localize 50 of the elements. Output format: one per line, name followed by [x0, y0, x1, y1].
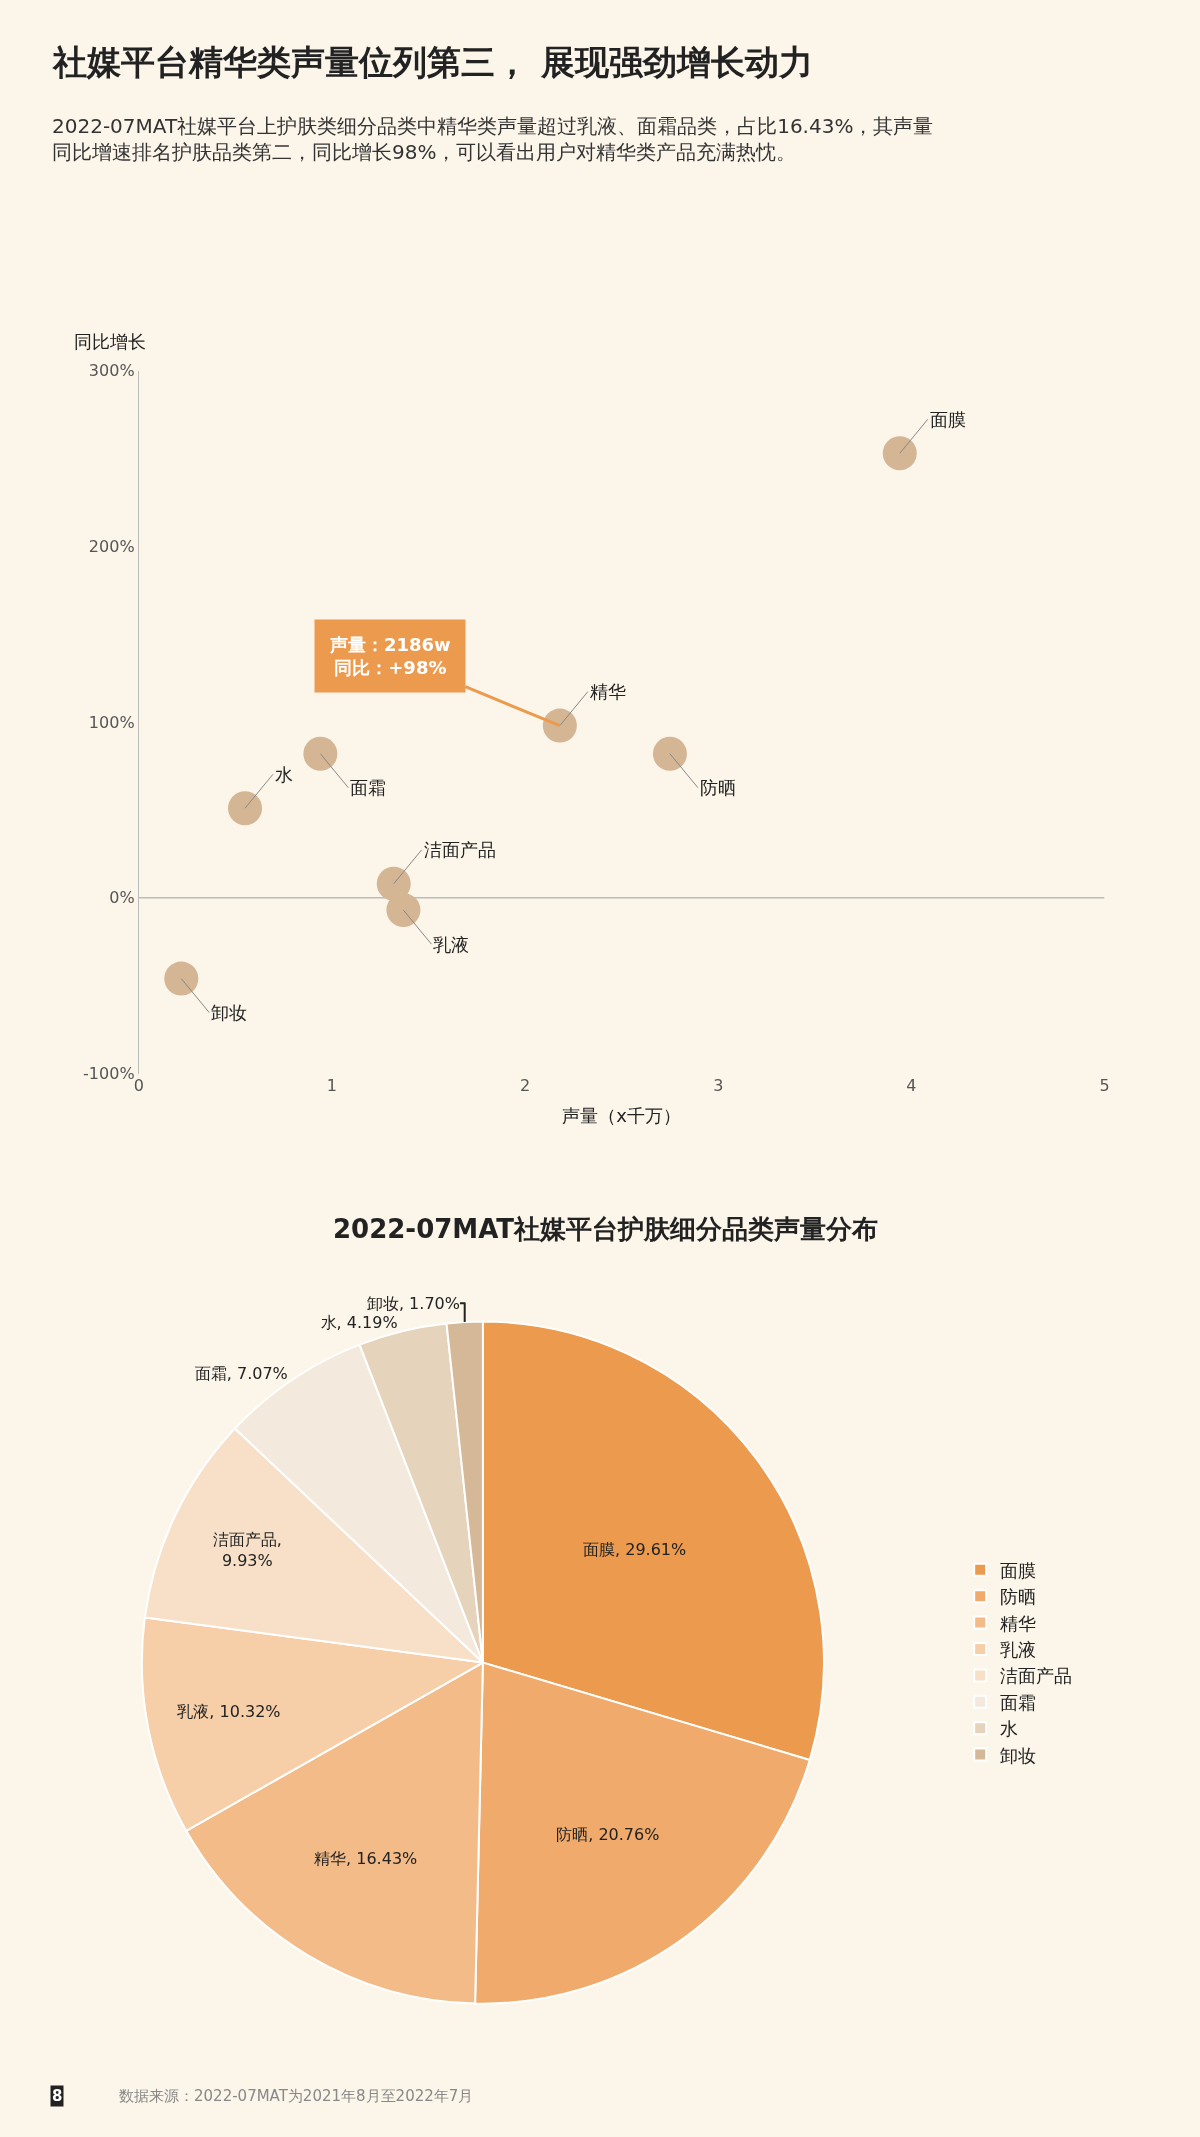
legend-label: 精华 [1000, 1612, 1037, 1634]
x-axis-title: 声量（x千万） [562, 1104, 681, 1126]
data-label: 精华, 16.43% [314, 1849, 418, 1869]
text: 8 [52, 2087, 63, 2105]
point [164, 961, 199, 996]
chart-subtitle: 2022-07MAT社媒平台上护肤类细分品类中精华类声量超过乳液、面霜品类，占比16.43%，其声量同比增速排名护肤品类第二，同比增长98%，可以看出用户对精华类产品充满热忱。 [52, 114, 934, 164]
x-tick-label: 5 [1099, 1075, 1110, 1095]
annotation: 面霜 [350, 777, 386, 798]
annotation: 防晒 [700, 777, 736, 798]
data-label: 洁面产品, 9.93% [212, 1530, 282, 1571]
legend-label: 面膜 [1000, 1559, 1037, 1581]
annotation: 乳液 [433, 934, 469, 955]
x-tick-label: 4 [906, 1075, 917, 1095]
point [882, 436, 917, 471]
legend-label: 防晒 [1000, 1586, 1037, 1608]
x-tick-label: 0 [133, 1075, 144, 1095]
x-tick-label: 1 [326, 1075, 338, 1095]
y-axis-title: 同比增长 [74, 331, 146, 352]
x-tick-label: 3 [713, 1075, 724, 1095]
legend-label: 乳液 [1000, 1639, 1037, 1661]
data-label: 卸妆, 1.70% [366, 1293, 460, 1313]
point [228, 791, 263, 826]
legend-label: 洁面产品 [1000, 1665, 1073, 1687]
annotation: 卸妆 [211, 1002, 247, 1023]
source-note: 数据来源：2022-07MAT为2021年8月至2022年7月 [119, 2087, 474, 2105]
point [376, 866, 411, 901]
data-label: 面膜, 29.61% [583, 1539, 687, 1559]
annotation: 面膜 [930, 409, 966, 430]
annotation: 洁面产品 [424, 839, 496, 860]
legend-label: 面霜 [1000, 1691, 1037, 1713]
point [303, 736, 338, 771]
data-label: 乳液, 10.32% [177, 1702, 281, 1722]
data-label: 防晒, 20.76% [556, 1824, 660, 1844]
y-tick-label: -100% [83, 1064, 135, 1084]
annotation: 精华 [590, 681, 626, 702]
legend-label: 水 [1000, 1718, 1019, 1740]
annotation: 水 [275, 764, 293, 785]
annotation: 声量：2186w 同比：+98% [329, 634, 451, 679]
chart-title: 社媒平台精华类声量位列第三， 展现强劲增长动力 [52, 42, 813, 82]
chart-title: 2022-07MAT社媒平台护肤细分品类声量分布 [333, 1214, 879, 1244]
y-tick-label: 200% [88, 537, 135, 557]
legend-label: 卸妆 [1000, 1744, 1037, 1766]
point [542, 708, 577, 743]
data-label: 面霜, 7.07% [194, 1363, 288, 1383]
x-tick-label: 2 [519, 1075, 531, 1095]
y-tick-label: 0% [109, 888, 135, 908]
data-label: 水, 4.19% [320, 1312, 398, 1332]
point [652, 736, 687, 771]
y-tick-label: 300% [88, 361, 135, 381]
y-tick-label: 100% [88, 712, 135, 732]
